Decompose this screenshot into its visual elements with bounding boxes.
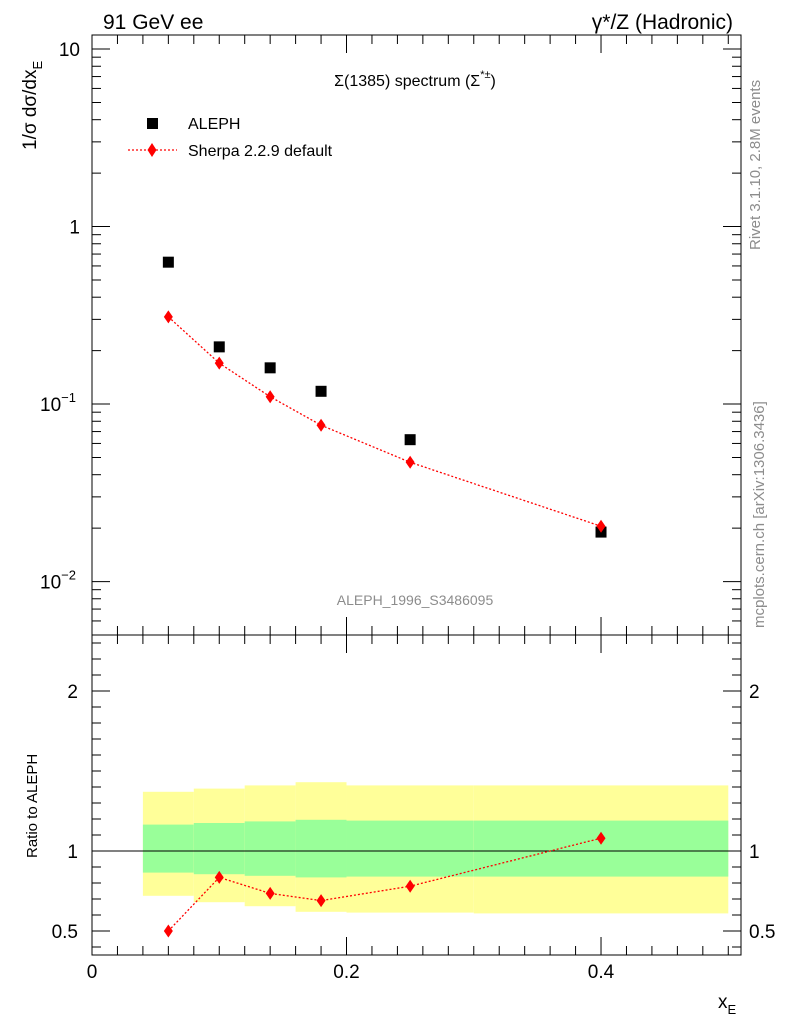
legend-aleph-marker bbox=[147, 118, 158, 129]
y-tick-label: 10−2 bbox=[40, 568, 76, 594]
sherpa-point bbox=[596, 519, 606, 533]
ratio-y-tick-label-right: 2 bbox=[749, 682, 760, 703]
ratio-y-tick-label-left: 1 bbox=[67, 842, 78, 863]
sherpa-point bbox=[316, 418, 326, 432]
uncertainty-band-inner bbox=[244, 821, 296, 876]
y-tick-label: 10−1 bbox=[40, 390, 76, 416]
rivet-label: Rivet 3.1.10, 2.8M events bbox=[747, 80, 764, 250]
x-axis-label: xE bbox=[718, 992, 737, 1017]
legend: ALEPH Sherpa 2.2.9 default bbox=[128, 116, 333, 160]
ratio-sherpa-point bbox=[405, 879, 415, 893]
sherpa-point bbox=[163, 310, 173, 324]
ratio-y-tick-label-right: 0.5 bbox=[749, 922, 775, 943]
uncertainty-band-inner bbox=[346, 820, 474, 877]
sherpa-point bbox=[214, 356, 224, 370]
ratio-sherpa-point bbox=[214, 870, 224, 884]
sherpa-point bbox=[265, 390, 275, 404]
sherpa-point bbox=[405, 455, 415, 469]
ratio-sherpa-point bbox=[163, 924, 173, 938]
main-plot-panel: 10 1 10−1 10−2 Σ(1385) spectrum (Σ*±) 1/σ d… bbox=[20, 34, 742, 636]
ratio-sherpa-point bbox=[596, 831, 606, 845]
analysis-watermark: ALEPH_1996_S3486095 bbox=[337, 592, 494, 608]
aleph-point bbox=[162, 256, 174, 268]
aleph-point bbox=[264, 362, 276, 374]
ratio-sherpa-point bbox=[265, 886, 275, 900]
uncertainty-band-inner bbox=[142, 824, 194, 873]
ratio-plot-panel: 0.5 0.5 1 1 2 2 0 0.2 0.4 Ratio to ALEPH xE bbox=[24, 634, 775, 1017]
aleph-point bbox=[315, 385, 327, 397]
uncertainty-band-inner bbox=[295, 819, 347, 878]
ratio-y-tick-label-left: 2 bbox=[67, 682, 78, 703]
ratio-y-axis-label: Ratio to ALEPH bbox=[24, 754, 41, 858]
legend-sherpa-label: Sherpa 2.2.9 default bbox=[188, 143, 333, 160]
ratio-sherpa-line bbox=[167, 837, 602, 932]
legend-sherpa-marker bbox=[147, 143, 157, 157]
aleph-point bbox=[404, 434, 416, 446]
x-tick-label: 0.2 bbox=[333, 962, 359, 983]
y-axis-label: 1/σ dσ/dxE bbox=[20, 61, 45, 151]
mcplots-label: mcplots.cern.ch [arXiv:1306.3436] bbox=[751, 401, 768, 628]
x-tick-label: 0.4 bbox=[588, 962, 615, 983]
x-tick-label: 0 bbox=[87, 962, 98, 983]
aleph-point bbox=[213, 341, 225, 353]
uncertainty-band-inner bbox=[473, 820, 729, 877]
ratio-sherpa-point bbox=[316, 894, 326, 908]
uncertainty-band-inner bbox=[193, 823, 245, 875]
legend-aleph-label: ALEPH bbox=[188, 116, 240, 133]
y-tick-label: 10 bbox=[59, 40, 80, 61]
plot-title: Σ(1385) spectrum (Σ*±) bbox=[334, 69, 496, 90]
energy-label: 91 GeV ee bbox=[103, 11, 203, 34]
y-tick-label: 1 bbox=[69, 218, 80, 239]
ratio-y-tick-label-right: 1 bbox=[749, 842, 760, 863]
sherpa-line bbox=[167, 316, 602, 527]
ratio-plot-frame bbox=[91, 634, 742, 956]
ratio-y-tick-label-left: 0.5 bbox=[52, 922, 78, 943]
process-label: γ*/Z (Hadronic) bbox=[592, 11, 733, 34]
